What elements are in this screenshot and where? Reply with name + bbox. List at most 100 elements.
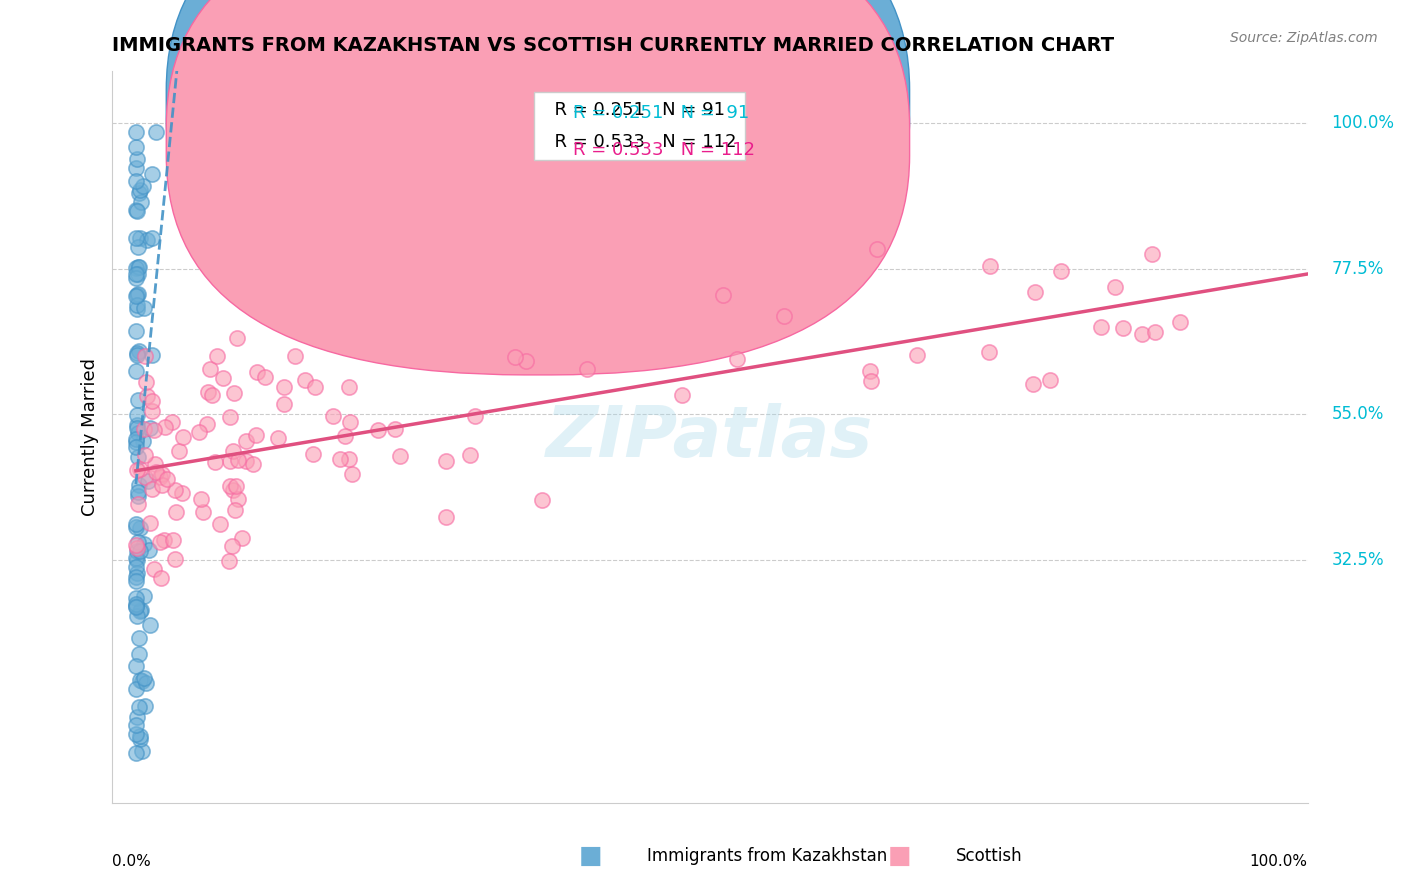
Immigrants from Kazakhstan xyxy=(125,570,148,584)
Immigrants from Kazakhstan xyxy=(127,260,149,274)
Scottish xyxy=(162,533,184,547)
Scottish xyxy=(224,386,246,401)
Scottish xyxy=(273,379,295,393)
Immigrants from Kazakhstan xyxy=(125,658,148,673)
Scottish xyxy=(136,389,159,403)
Immigrants from Kazakhstan xyxy=(125,161,148,175)
Immigrants from Kazakhstan xyxy=(141,347,163,361)
Immigrants from Kazakhstan xyxy=(128,186,150,201)
Scottish xyxy=(1112,320,1135,334)
Immigrants from Kazakhstan xyxy=(125,517,148,532)
Immigrants from Kazakhstan xyxy=(127,425,149,440)
Scottish xyxy=(150,467,173,481)
Scottish xyxy=(1050,264,1073,278)
Immigrants from Kazakhstan xyxy=(125,599,148,613)
Scottish xyxy=(979,344,1001,359)
Scottish xyxy=(188,425,211,440)
Immigrants from Kazakhstan xyxy=(132,434,155,448)
Scottish xyxy=(905,348,928,362)
Scottish xyxy=(436,454,458,468)
Scottish xyxy=(304,380,326,394)
Scottish xyxy=(367,423,389,437)
Immigrants from Kazakhstan xyxy=(134,671,156,685)
Scottish xyxy=(218,454,240,468)
Scottish xyxy=(150,571,173,585)
Immigrants from Kazakhstan xyxy=(125,298,148,312)
Immigrants from Kazakhstan xyxy=(128,183,150,197)
Scottish xyxy=(219,410,242,425)
Scottish xyxy=(228,453,250,467)
Immigrants from Kazakhstan xyxy=(127,484,149,499)
Scottish xyxy=(235,453,257,467)
Immigrants from Kazakhstan xyxy=(136,233,159,247)
Scottish xyxy=(150,478,173,492)
Immigrants from Kazakhstan xyxy=(128,543,150,558)
Scottish xyxy=(145,465,167,479)
Immigrants from Kazakhstan xyxy=(125,553,148,567)
Scottish xyxy=(224,503,246,517)
Scottish xyxy=(302,447,325,461)
Text: 0.0%: 0.0% xyxy=(112,854,152,869)
Immigrants from Kazakhstan xyxy=(125,268,148,282)
Scottish xyxy=(253,369,276,384)
Scottish xyxy=(222,444,245,458)
Scottish xyxy=(1140,247,1163,261)
Scottish xyxy=(141,403,163,417)
Immigrants from Kazakhstan xyxy=(128,647,150,661)
Scottish xyxy=(219,478,242,492)
Text: Scottish: Scottish xyxy=(956,847,1022,865)
Immigrants from Kazakhstan xyxy=(125,271,148,285)
Immigrants from Kazakhstan xyxy=(125,288,148,302)
Immigrants from Kazakhstan xyxy=(138,542,160,557)
Scottish xyxy=(134,448,156,462)
Immigrants from Kazakhstan xyxy=(131,603,153,617)
Scottish xyxy=(340,467,363,481)
Immigrants from Kazakhstan xyxy=(125,440,148,454)
Scottish xyxy=(153,420,176,434)
Text: ZIPatlas: ZIPatlas xyxy=(547,402,873,472)
Text: Immigrants from Kazakhstan: Immigrants from Kazakhstan xyxy=(647,847,887,865)
Scottish xyxy=(153,533,176,547)
Y-axis label: Currently Married: Currently Married xyxy=(80,358,98,516)
Scottish xyxy=(1130,326,1153,341)
FancyBboxPatch shape xyxy=(166,0,910,338)
Immigrants from Kazakhstan xyxy=(131,744,153,758)
Scottish xyxy=(389,450,412,464)
Text: R = 0.251   N = 91
  R = 0.533   N = 112: R = 0.251 N = 91 R = 0.533 N = 112 xyxy=(543,101,737,151)
Scottish xyxy=(149,535,172,549)
Text: Source: ZipAtlas.com: Source: ZipAtlas.com xyxy=(1230,31,1378,45)
Scottish xyxy=(463,409,485,424)
Immigrants from Kazakhstan xyxy=(125,559,148,574)
Immigrants from Kazakhstan xyxy=(125,746,148,760)
Immigrants from Kazakhstan xyxy=(125,435,148,450)
Immigrants from Kazakhstan xyxy=(129,521,152,535)
Immigrants from Kazakhstan xyxy=(125,597,148,611)
Immigrants from Kazakhstan xyxy=(125,202,148,217)
Scottish xyxy=(337,451,360,466)
Scottish xyxy=(1024,285,1046,299)
Text: 77.5%: 77.5% xyxy=(1331,260,1384,277)
Scottish xyxy=(221,539,243,553)
Immigrants from Kazakhstan xyxy=(134,537,156,551)
Scottish xyxy=(218,554,240,568)
Immigrants from Kazakhstan xyxy=(136,474,159,488)
Scottish xyxy=(125,541,148,555)
Scottish xyxy=(235,434,257,449)
Scottish xyxy=(773,310,796,324)
Immigrants from Kazakhstan xyxy=(127,240,149,254)
Scottish xyxy=(329,452,352,467)
Scottish xyxy=(226,491,249,506)
Scottish xyxy=(170,485,193,500)
Immigrants from Kazakhstan xyxy=(125,364,148,378)
Immigrants from Kazakhstan xyxy=(129,732,152,747)
Scottish xyxy=(242,457,264,471)
Scottish xyxy=(167,443,190,458)
Immigrants from Kazakhstan xyxy=(125,287,148,301)
Immigrants from Kazakhstan xyxy=(127,267,149,281)
Scottish xyxy=(142,561,165,575)
Scottish xyxy=(711,288,734,302)
Immigrants from Kazakhstan xyxy=(125,432,148,446)
Immigrants from Kazakhstan xyxy=(132,301,155,315)
Immigrants from Kazakhstan xyxy=(125,418,148,433)
Scottish xyxy=(1039,373,1062,387)
